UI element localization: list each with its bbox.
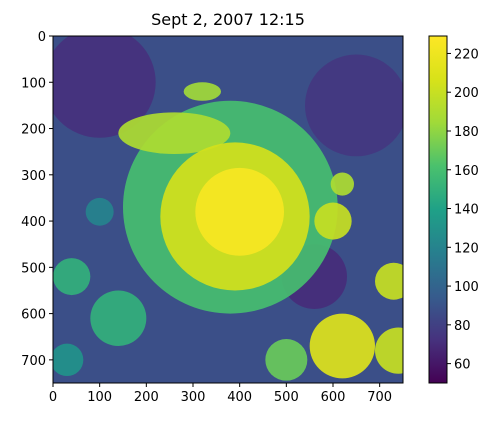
y-tick-label: 300 xyxy=(21,169,46,184)
colorbar-tick-label: 80 xyxy=(454,319,471,334)
x-tick-label: 400 xyxy=(227,390,252,405)
heatmap-cloud-cell xyxy=(85,197,114,226)
heatmap-cloud-cell xyxy=(314,202,352,240)
heatmap-cloud-cell xyxy=(53,258,91,296)
y-axis: 0 100 200 300 400 500 600 700 xyxy=(21,30,53,369)
heatmap-dry-slot xyxy=(53,36,156,138)
plot-frame xyxy=(52,35,404,384)
heatmap-cloud-band xyxy=(118,112,231,154)
colorbar-tick-label: 120 xyxy=(454,241,479,256)
heatmap-cloud-cell xyxy=(309,313,376,379)
y-tick-label: 200 xyxy=(21,123,46,138)
heatmap-cloud-cell xyxy=(265,339,308,381)
x-tick-label: 700 xyxy=(367,390,392,405)
colorbar xyxy=(428,35,448,384)
x-tick-label: 300 xyxy=(181,390,206,405)
y-tick-label: 0 xyxy=(38,30,46,45)
colorbar-tick-label: 100 xyxy=(454,280,479,295)
colorbar-tick-label: 200 xyxy=(454,86,479,101)
plot-area xyxy=(53,36,403,383)
heatmap-cloud-cell xyxy=(375,262,403,300)
y-tick-label: 100 xyxy=(21,76,46,91)
y-tick-label: 700 xyxy=(21,354,46,369)
heatmap-cloud-cell xyxy=(330,172,355,196)
colorbar-tick-label: 60 xyxy=(454,358,471,373)
y-tick-label: 600 xyxy=(21,308,46,323)
y-tick-label: 500 xyxy=(21,261,46,276)
colorbar-axis: 60 80 100 120 140 160 180 200 220 xyxy=(447,47,479,373)
x-axis: 0 100 200 300 400 500 600 700 xyxy=(49,383,392,405)
x-tick-label: 100 xyxy=(87,390,112,405)
heatmap-storm-core xyxy=(195,167,284,256)
x-tick-label: 0 xyxy=(49,390,57,405)
chart-title: Sept 2, 2007 12:15 xyxy=(151,10,305,29)
colorbar-tick-label: 220 xyxy=(454,47,479,62)
x-tick-label: 600 xyxy=(321,390,346,405)
colorbar-tick-label: 180 xyxy=(454,125,479,140)
heatmap-cloud-cell xyxy=(375,327,403,374)
x-tick-label: 200 xyxy=(134,390,159,405)
heatmap-cloud-cell xyxy=(53,343,84,377)
x-tick-label: 500 xyxy=(274,390,299,405)
colorbar-tick-label: 140 xyxy=(454,203,479,218)
colorbar-tick-label: 160 xyxy=(454,164,479,179)
y-tick-label: 400 xyxy=(21,215,46,230)
heatmap-cloud-band xyxy=(183,82,221,101)
heatmap-cloud-cell xyxy=(90,290,147,346)
heatmap-dry-slot xyxy=(305,54,403,157)
